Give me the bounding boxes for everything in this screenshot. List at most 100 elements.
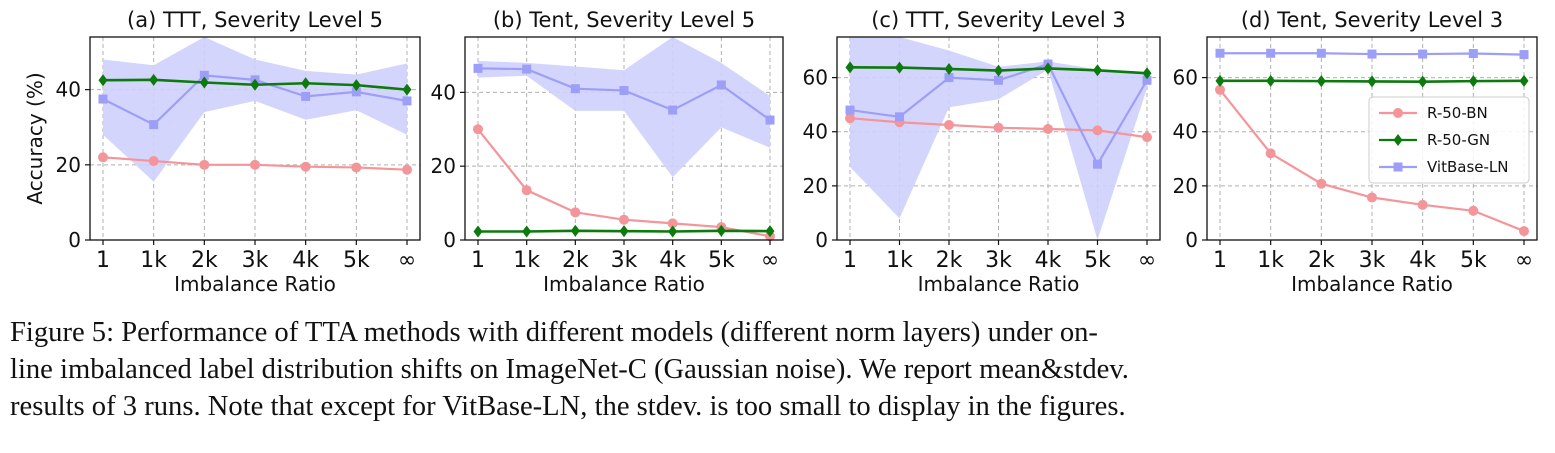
data-point-r-50-bn [351,162,362,173]
x-tick-label: 3k [1359,248,1386,273]
stdev-band-vitbase-ln [103,37,407,182]
data-point-r-50-bn [1092,125,1103,136]
data-point-vitbase-ln [845,105,855,115]
x-tick-label: 1k [886,248,913,273]
data-point-r-50-gn [1519,74,1529,87]
x-tick-label: 5k [708,248,735,273]
data-point-r-50-gn [149,73,159,86]
x-tick-label: 1 [471,248,485,273]
x-tick-label: 2k [936,248,963,273]
y-tick-label: 40 [56,78,81,102]
data-point-r-50-gn [994,64,1003,77]
data-point-r-50-gn [716,224,726,237]
legend-label-r-50-bn: R-50-BN [1427,104,1488,122]
data-point-r-50-bn [98,152,108,163]
data-point-vitbase-ln [944,73,954,83]
x-axis-label: Imbalance Ratio [918,272,1080,296]
data-point-vitbase-ln [1093,159,1102,169]
y-tick-label: 0 [1185,228,1198,252]
x-tick-label: 2k [191,248,218,273]
data-point-r-50-bn [619,214,629,225]
chart-title: (d) Tent, Severity Level 3 [1241,8,1503,32]
data-point-r-50-bn [1316,178,1327,189]
data-point-vitbase-ln [619,86,629,96]
chart-title: (b) Tent, Severity Level 5 [493,8,755,32]
x-tick-label: 4k [1409,248,1436,273]
data-point-r-50-bn [1519,226,1529,237]
data-point-r-50-bn [1142,132,1152,143]
data-point-vitbase-ln [1519,50,1529,60]
data-point-vitbase-ln [994,75,1003,85]
data-point-r-50-bn [1417,199,1428,210]
data-point-r-50-bn [570,207,581,218]
data-point-r-50-gn [1043,62,1053,75]
data-point-r-50-gn [98,74,108,87]
y-tick-label: 0 [443,228,456,252]
data-point-r-50-gn [1093,64,1102,77]
x-tick-label: 1 [96,248,110,273]
data-point-r-50-gn [199,76,209,89]
data-point-r-50-gn [1215,74,1225,87]
x-tick-label: 5k [1460,248,1487,273]
x-tick-label: 4k [292,248,319,273]
legend-marker-r-50-gn [1393,134,1403,146]
x-tick-label: 4k [659,248,686,273]
y-tick-label: 40 [431,80,456,104]
caption-line-1: Figure 5: Performance of TTA methods wit… [10,317,1098,348]
x-tick-label: 1k [513,248,540,273]
x-tick-label: 1k [1257,248,1284,273]
data-point-r-50-gn [1367,75,1377,88]
panel-b: 0 20 40 1 1k 2k 3k 4k 5k ∞ (b) Tent, Severity Leve… [431,8,784,296]
data-point-r-50-bn [300,161,311,172]
data-point-vitbase-ln [668,105,678,115]
x-tick-label: 2k [562,248,589,273]
chart-title: (c) TTT, Severity Level 3 [871,8,1126,32]
data-point-r-50-gn [619,225,629,238]
data-point-vitbase-ln [199,70,209,80]
panel-c: 0 20 40 60 1 1k 2k 3k 4k 5k ∞ (c) TTT, Severity Lev… [803,8,1161,296]
legend-label-vitbase-ln: VitBase-LN [1427,158,1509,176]
data-point-vitbase-ln [402,96,412,106]
data-point-r-50-gn [1468,75,1478,88]
data-point-r-50-gn [765,225,775,238]
data-point-vitbase-ln [765,115,775,125]
data-point-r-50-gn [301,77,311,90]
data-point-r-50-gn [1266,74,1276,87]
data-point-vitbase-ln [895,112,904,122]
data-point-r-50-bn [199,159,210,170]
data-point-r-50-bn [667,218,678,229]
panel-d: 0 20 40 60 1 1k 2k 3k 4k 5k ∞ (d) Tent, Severity Le… [1173,8,1538,296]
x-tick-label: ∞ [1138,248,1156,273]
data-point-r-50-bn [845,113,855,124]
data-point-vitbase-ln [149,120,159,130]
x-tick-label: 5k [343,248,370,273]
x-tick-label: 1 [1213,248,1227,273]
data-point-r-50-bn [148,156,159,167]
legend-box [1368,96,1530,184]
data-point-r-50-bn [944,119,954,130]
figure-charts: 0 20 40 1 1k 2k 3k 4k 5k ∞ (a) TTT, Severity Level… [23,8,1538,296]
x-axis-label: Imbalance Ratio [174,272,336,296]
data-point-vitbase-ln [1367,49,1377,59]
data-point-vitbase-ln [522,64,532,74]
x-tick-label: ∞ [761,248,779,273]
y-tick-label: 20 [803,174,828,198]
y-tick-label: 20 [431,154,456,178]
legend-label-r-50-gn: R-50-GN [1427,131,1490,149]
x-tick-label: 2k [1308,248,1335,273]
y-tick-label: 20 [56,153,81,177]
y-tick-label: 60 [1173,66,1198,90]
data-point-r-50-bn [1265,148,1276,159]
data-point-vitbase-ln [716,80,726,90]
data-point-r-50-bn [1215,84,1225,95]
caption-line-3: results of 3 runs. Note that except for … [10,391,1126,422]
panel-a: 0 20 40 1 1k 2k 3k 4k 5k ∞ (a) TTT, Severity Level… [23,8,421,296]
data-point-vitbase-ln [98,94,108,104]
x-tick-label: 1 [843,248,857,273]
data-point-r-50-gn [944,62,954,75]
chart-title: (a) TTT, Severity Level 5 [127,8,383,32]
data-point-r-50-gn [570,224,580,237]
data-point-r-50-bn [402,164,412,175]
data-point-r-50-gn [473,225,483,238]
y-axis-label: Accuracy (%) [23,72,47,204]
